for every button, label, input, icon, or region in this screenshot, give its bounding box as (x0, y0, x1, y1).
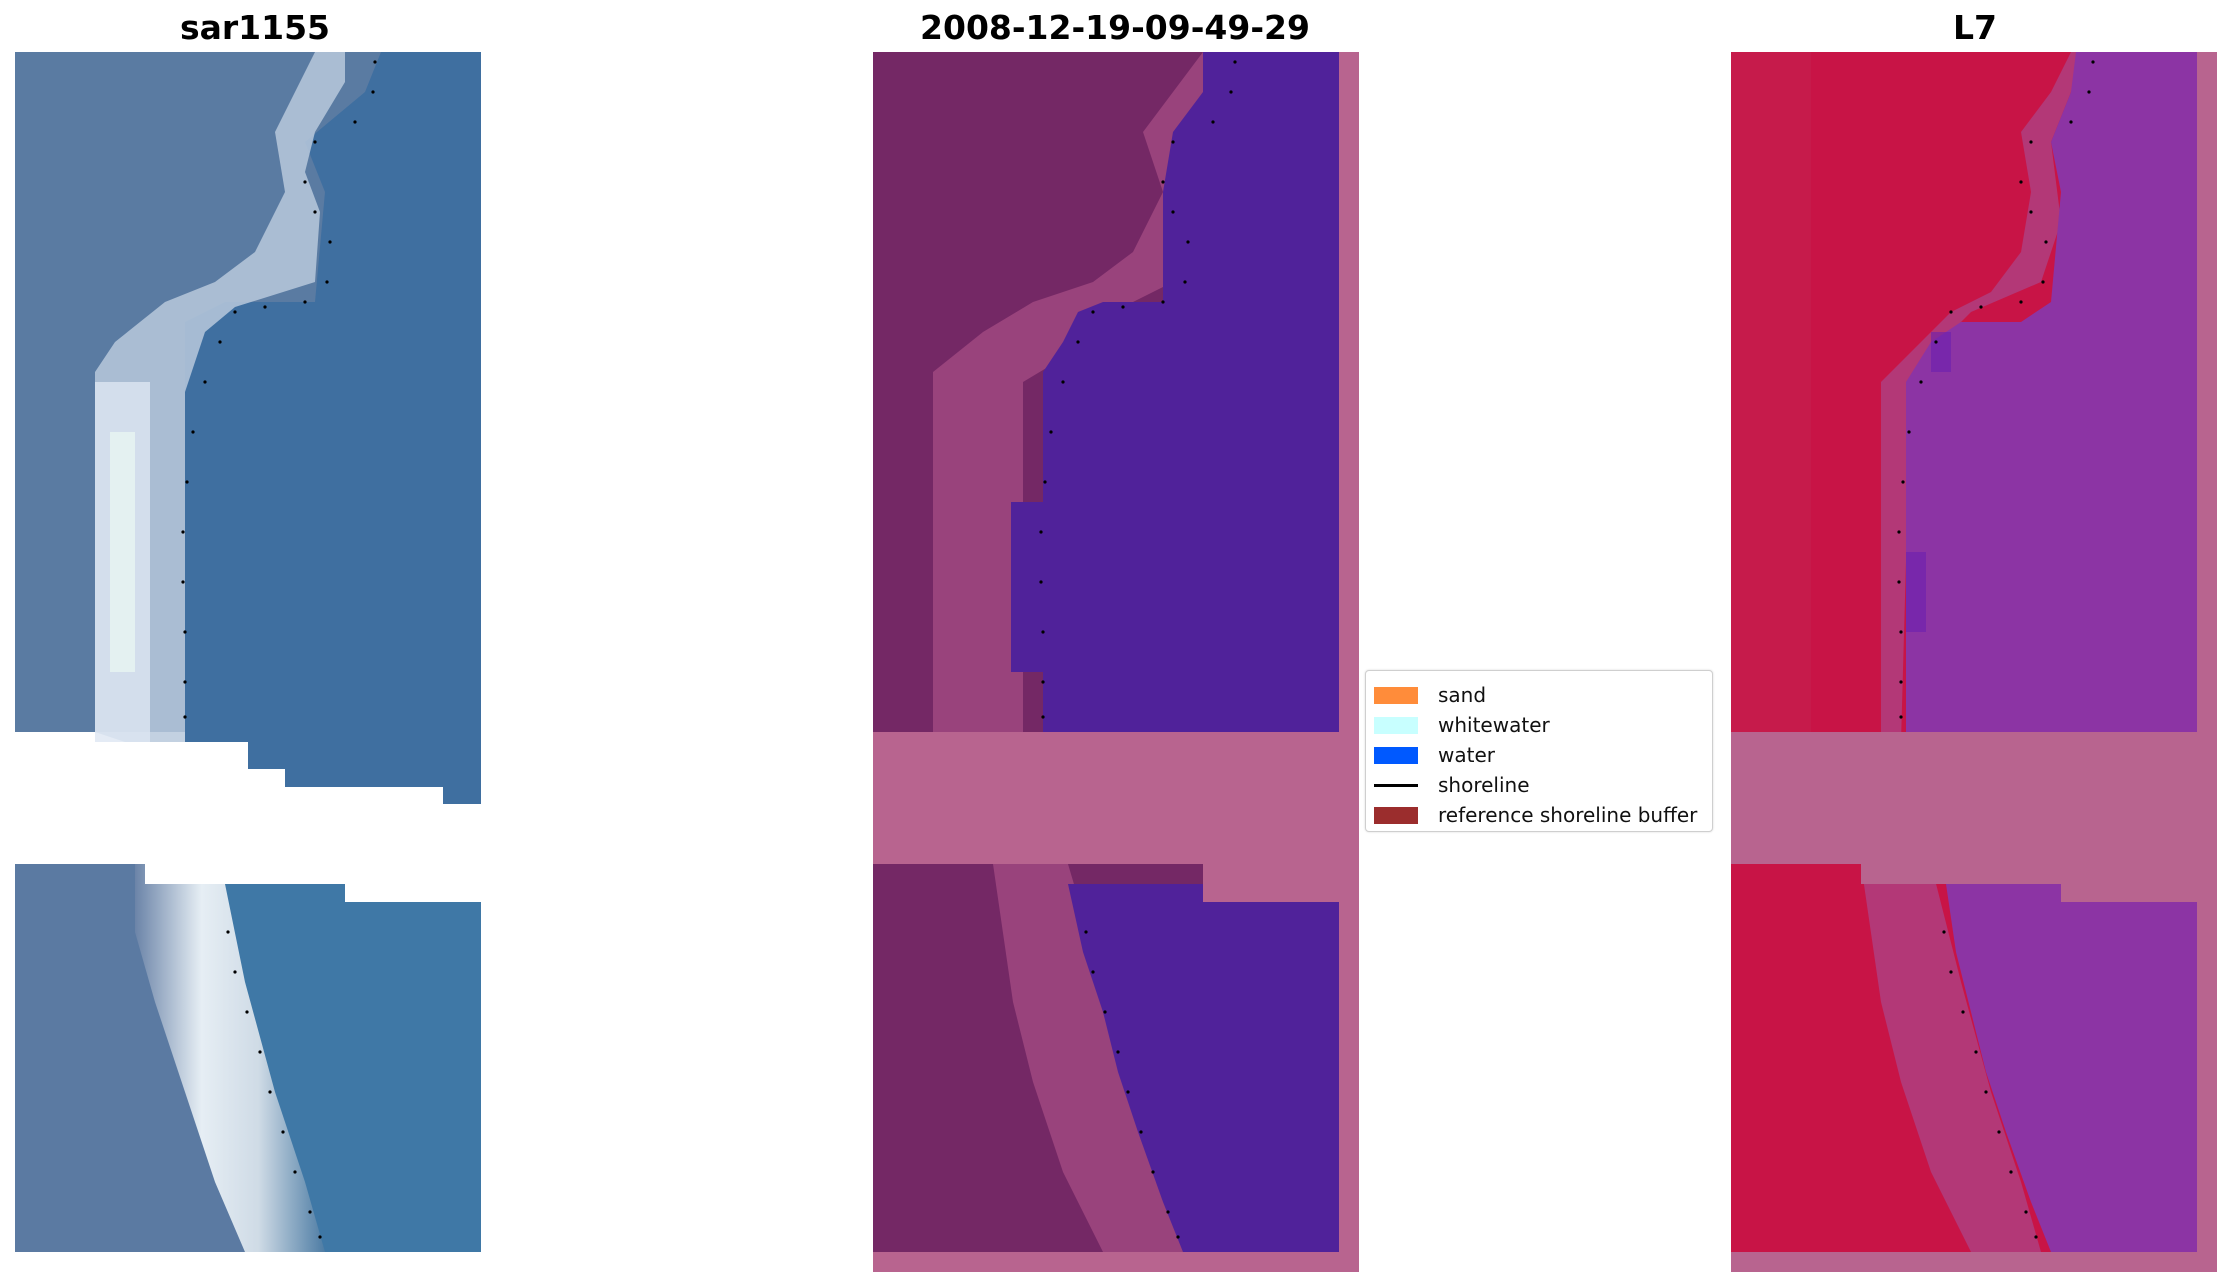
shoreline-classified (1039, 60, 1237, 1239)
legend-item-water: water (1374, 740, 1495, 770)
legend-swatch-reference-buffer (1374, 806, 1418, 824)
legend-item-whitewater: whitewater (1374, 710, 1550, 740)
panel-title-mndwi: L7 (1953, 8, 1997, 47)
mndwi-water-top (1906, 52, 2197, 804)
classified-image-panel (873, 52, 1359, 1272)
shoreline-rgb (181, 60, 377, 1239)
classified-water-top (1011, 52, 1339, 804)
legend-label: shoreline (1438, 773, 1530, 797)
legend-label: whitewater (1438, 713, 1550, 737)
legend-swatch-sand (1374, 686, 1418, 704)
panel-title-rgb: sar1155 (179, 8, 331, 47)
classified-water-bottom (1068, 884, 1339, 1252)
legend-item-shoreline: shoreline (1374, 770, 1530, 800)
legend-label: sand (1438, 683, 1487, 707)
mndwi-water-bottom (1946, 884, 2197, 1252)
mndwi-image-panel (1731, 52, 2217, 1272)
legend-label: reference shoreline buffer (1438, 803, 1698, 827)
rgb-image-panel (15, 52, 481, 1252)
legend-item-reference-buffer: reference shoreline buffer (1374, 800, 1697, 830)
rgb-water-top (185, 52, 481, 804)
legend: sand whitewater water shoreline referenc… (1365, 670, 1713, 832)
legend-label: water (1438, 743, 1495, 767)
legend-item-sand: sand (1374, 680, 1486, 710)
legend-swatch-water (1374, 746, 1418, 764)
rgb-sand-bottom (135, 864, 325, 1252)
legend-line-shoreline (1374, 783, 1418, 787)
legend-swatch-whitewater (1374, 716, 1418, 734)
shoreline-mndwi (1897, 60, 2095, 1239)
panel-title-classified: 2008-12-19-09-49-29 (920, 8, 1310, 47)
rgb-sand-top (95, 52, 345, 742)
